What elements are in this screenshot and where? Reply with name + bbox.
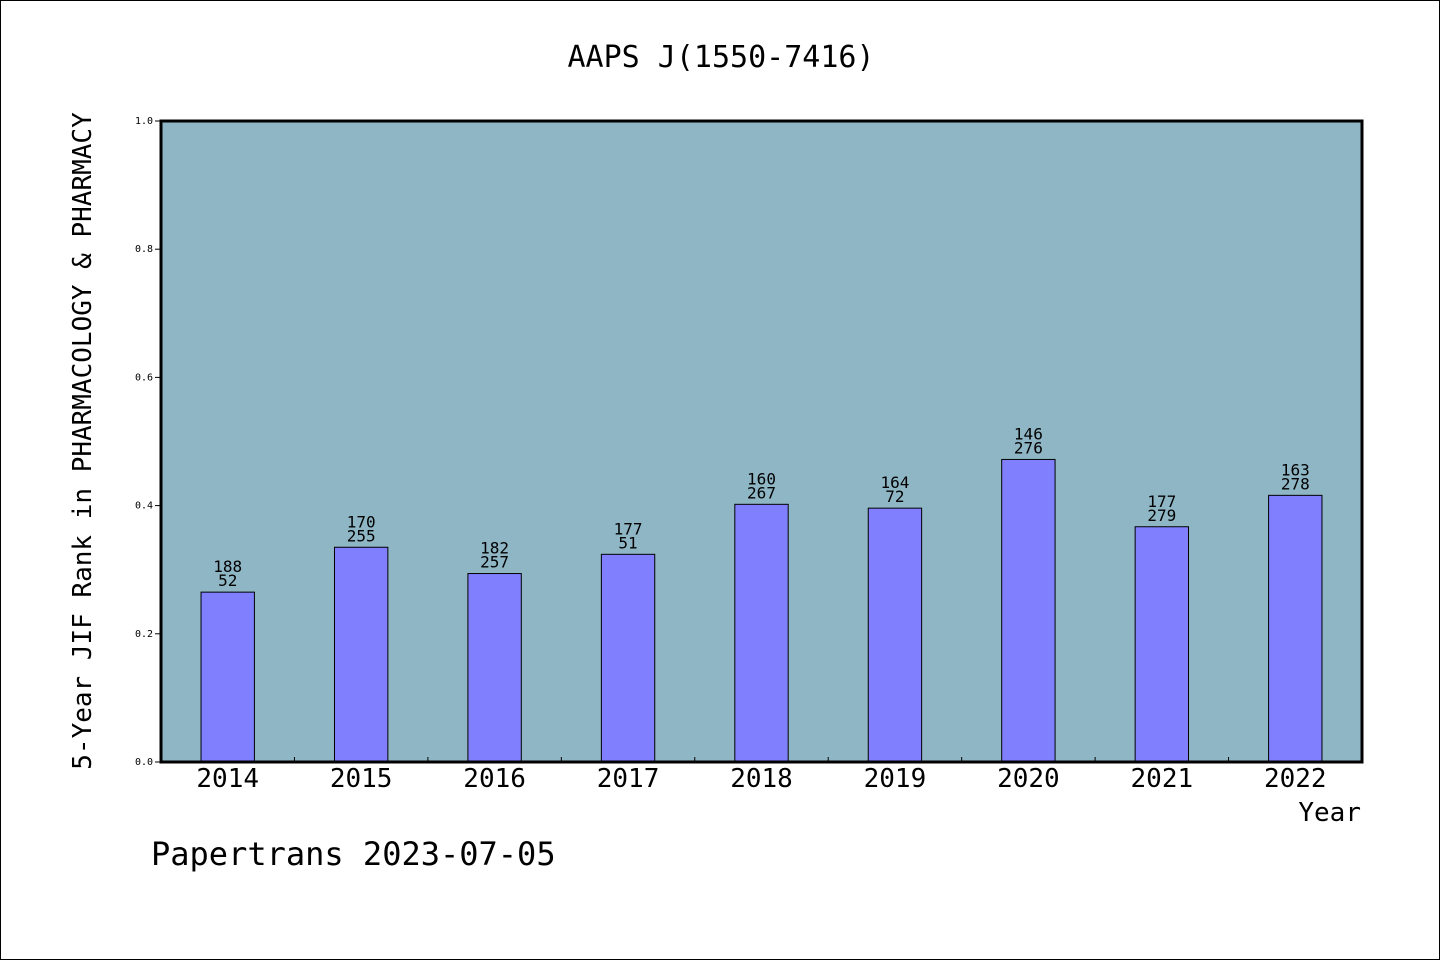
bar-2020 [1001,458,1056,763]
x-tick-label-2018: 2018 [730,764,793,794]
x-tick-label-2015: 2015 [330,764,393,794]
bar-2015 [333,546,389,763]
plot-border [159,119,1364,764]
bar-2016 [467,573,522,763]
y-tick-label: 0.4 [135,501,153,512]
x-tick-label-2021: 2021 [1131,764,1194,794]
x-tick-label-2022: 2022 [1264,764,1327,794]
bar-label-bottom-2020: 276 [1014,438,1043,457]
x-tick-label-2014: 2014 [196,764,259,794]
bar-2019 [867,507,923,763]
bar-label-top-2019: 164 [880,473,909,492]
y-tick-label: 0.2 [135,629,153,640]
bar-label-top-2017: 177 [614,519,643,538]
bar-label-bottom-2015: 255 [347,526,376,545]
bar-label-bottom-2014: 52 [218,571,237,590]
bar-label-top-2016: 182 [480,539,509,558]
bar-series [200,458,1323,763]
bar-2014 [200,591,255,763]
x-axis-label: Year [1298,798,1361,828]
y-tick-label: 0.8 [135,244,153,255]
x-tick-label-2017: 2017 [597,764,660,794]
y-axis: 0.0 0.2 0.4 0.6 0.8 1.0 [135,116,161,768]
bar-label-top-2022: 163 [1281,460,1310,479]
bar-2022 [1268,494,1323,763]
x-tick-label-2019: 2019 [864,764,927,794]
bar-2021 [1134,526,1190,763]
y-tick-label: 0.6 [135,372,153,383]
bar-label-top-2018: 160 [747,469,776,488]
x-axis: 2014 2015 2016 2017 2018 2019 2020 2021 2022 [196,757,1327,794]
bar-2017 [600,553,656,763]
y-axis-label: 5-Year JIF Rank in PHARMACOLOGY & PHARMA… [68,112,98,770]
x-tick-label-2016: 2016 [463,764,526,794]
x-tick-label-2020: 2020 [997,764,1060,794]
bar-label-bottom-2021: 279 [1147,506,1176,525]
bar-label-bottom-2022: 278 [1281,474,1310,493]
bar-label-top-2020: 146 [1014,424,1043,443]
bar-label-bottom-2016: 257 [480,553,509,572]
bar-2018 [734,503,789,763]
bar-label-bottom-2017: 51 [618,533,637,552]
bar-label-top-2014: 188 [213,557,242,576]
y-tick-label: 1.0 [135,116,153,127]
bar-label-bottom-2019: 72 [885,487,904,506]
bar-labels: 1885217025518225717751160267164721462761… [213,424,1309,590]
bar-label-bottom-2018: 267 [747,483,776,502]
bar-label-top-2015: 170 [347,512,376,531]
chart-title: AAPS J(1550-7416) [567,40,874,75]
footer-credit: Papertrans 2023-07-05 [151,835,556,873]
bar-label-top-2021: 177 [1147,492,1176,511]
y-tick-label: 0.0 [135,757,153,768]
